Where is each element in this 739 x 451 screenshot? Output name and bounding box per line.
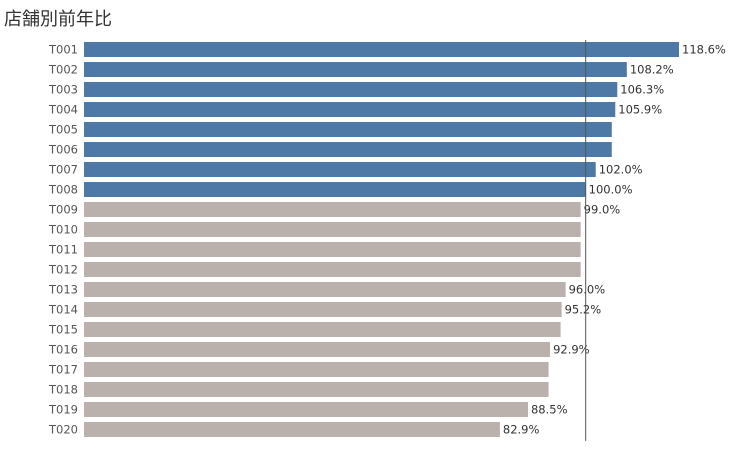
- category-label: T013: [48, 283, 78, 297]
- category-label: T007: [48, 163, 78, 177]
- bar-t016[interactable]: [84, 342, 551, 357]
- bar-t010[interactable]: [84, 222, 581, 237]
- bar-t013[interactable]: [84, 282, 566, 297]
- bar-t017[interactable]: [84, 362, 549, 377]
- category-label: T010: [48, 223, 78, 237]
- value-label: 102.0%: [599, 163, 643, 177]
- bar-t009[interactable]: [84, 202, 581, 217]
- category-label: T004: [48, 103, 78, 117]
- value-label: 99.0%: [584, 203, 621, 217]
- category-label: T015: [48, 323, 78, 337]
- bar-t014[interactable]: [84, 302, 562, 317]
- bar-t006[interactable]: [84, 142, 612, 157]
- value-label: 95.2%: [565, 303, 602, 317]
- bar-t008[interactable]: [84, 182, 586, 197]
- bar-t003[interactable]: [84, 82, 618, 97]
- bar-t001[interactable]: [84, 42, 679, 57]
- bar-t004[interactable]: [84, 102, 616, 117]
- category-label: T017: [48, 363, 78, 377]
- category-label: T008: [48, 183, 78, 197]
- category-label: T020: [48, 423, 78, 437]
- category-label: T011: [48, 243, 78, 257]
- category-label: T002: [48, 63, 78, 77]
- bar-t012[interactable]: [84, 262, 581, 277]
- value-label: 88.5%: [531, 403, 568, 417]
- category-label: T014: [48, 303, 78, 317]
- value-label: 106.3%: [620, 83, 664, 97]
- chart-title: 店舗別前年比: [4, 9, 112, 30]
- value-label: 105.9%: [618, 103, 662, 117]
- bar-t002[interactable]: [84, 62, 627, 77]
- value-label: 96.0%: [569, 283, 606, 297]
- category-label: T009: [48, 203, 78, 217]
- value-label: 82.9%: [503, 423, 540, 437]
- category-label: T006: [48, 143, 78, 157]
- category-label: T001: [48, 43, 78, 57]
- bar-t015[interactable]: [84, 322, 561, 337]
- category-label: T016: [48, 343, 78, 357]
- bar-t018[interactable]: [84, 382, 549, 397]
- bar-t005[interactable]: [84, 122, 612, 137]
- category-label: T019: [48, 403, 78, 417]
- value-label: 108.2%: [630, 63, 674, 77]
- category-label: T018: [48, 383, 78, 397]
- category-label: T012: [48, 263, 78, 277]
- value-label: 118.6%: [682, 43, 726, 57]
- value-label: 92.9%: [553, 343, 590, 357]
- bar-t007[interactable]: [84, 162, 596, 177]
- category-label: T005: [48, 123, 78, 137]
- bar-t019[interactable]: [84, 402, 528, 417]
- bar-t011[interactable]: [84, 242, 581, 257]
- value-label: 100.0%: [589, 183, 633, 197]
- bar-t020[interactable]: [84, 422, 500, 437]
- category-label: T003: [48, 83, 78, 97]
